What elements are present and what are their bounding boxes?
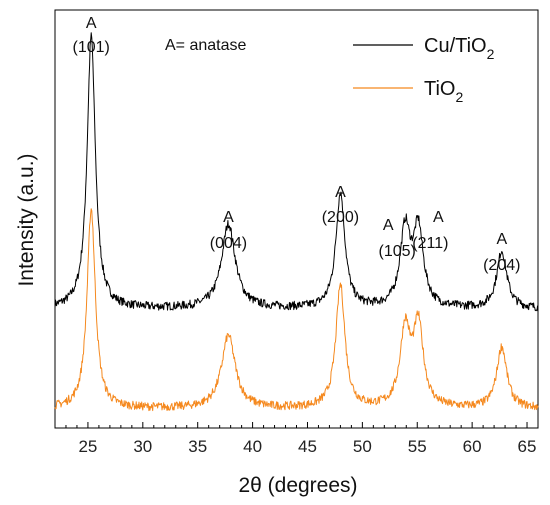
peak-phase-label: A — [383, 217, 394, 234]
peak-hkl-label: (101) — [73, 39, 110, 56]
x-tick-label: 65 — [518, 437, 537, 456]
peak-labels: A (101) A (004) A (200) A A A (204) (105)(211) — [73, 15, 521, 274]
x-tick-label: 50 — [353, 437, 372, 456]
peak-phase-label: A — [223, 209, 234, 226]
peak-phase-label: A — [496, 231, 507, 248]
peak-phase-label: A — [86, 15, 97, 32]
legend-label-cu-tio2: Cu/TiO2 — [424, 35, 495, 62]
x-tick-label: 45 — [298, 437, 317, 456]
series-line-cu-tio2 — [54, 32, 539, 312]
y-axis-title: Intensity (a.u.) — [15, 153, 38, 286]
x-tick-label: 60 — [463, 437, 482, 456]
x-tick-label: 35 — [188, 437, 207, 456]
peak-hkl-label: (211) — [412, 235, 448, 252]
legend-label-tio2: TiO2 — [424, 78, 463, 105]
peak-hkl-label: (200) — [322, 209, 359, 226]
x-axis-title: 2θ (degrees) — [238, 474, 357, 497]
peak-hkl-label: (204) — [483, 257, 520, 274]
peak-hkl-label: (004) — [210, 235, 247, 252]
peak-hkl-label: (105) — [378, 243, 415, 260]
x-tick-label: 30 — [133, 437, 152, 456]
peak-phase-label: A — [433, 209, 444, 226]
x-tick-label: 25 — [78, 437, 97, 456]
plot-frame — [54, 9, 539, 429]
x-axis-tick-labels: 25 30 35 40 45 50 55 60 65 — [78, 437, 536, 456]
series-line-tio2 — [54, 208, 539, 412]
legend: Cu/TiO2 TiO2 — [353, 35, 495, 105]
peak-phase-label: A — [335, 184, 346, 201]
annotation-note: A= anatase — [165, 37, 247, 54]
x-tick-label: 55 — [408, 437, 427, 456]
x-tick-label: 40 — [243, 437, 262, 456]
x-axis-ticks — [54, 422, 539, 428]
series-layer — [54, 32, 539, 412]
